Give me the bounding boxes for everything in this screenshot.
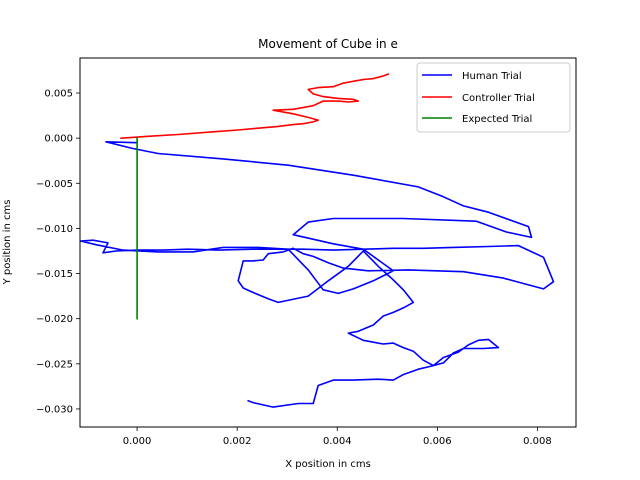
x-tick-label: 0.000: [123, 436, 152, 447]
plot-frame: [79, 57, 577, 428]
y-tick-label: −0.020: [36, 314, 73, 325]
series-layer: [80, 73, 555, 408]
series-line-controller-trial: [120, 73, 390, 140]
legend-box: [416, 62, 571, 133]
legend-label-controller: Controller Trial: [462, 93, 535, 104]
legend-label-expected: Expected Trial: [462, 114, 532, 125]
y-tick-label: 0.000: [44, 134, 73, 145]
y-tick-label: 0.005: [44, 89, 73, 100]
y-tick-label: −0.005: [36, 179, 73, 190]
x-axis: 0.000 0.002 0.004 0.006 0.008: [123, 427, 552, 447]
x-tick-label: 0.008: [523, 436, 552, 447]
x-tick-label: 0.002: [223, 436, 252, 447]
x-tick-label: 0.006: [423, 436, 452, 447]
y-axis-label: Y position in cms: [2, 200, 13, 286]
legend-label-human: Human Trial: [462, 71, 522, 82]
y-axis: 0.005 0.000 −0.005 −0.010 −0.015 −0.020 −0.025…: [36, 89, 80, 415]
series-line-human-trial: [80, 141, 555, 408]
y-tick-label: −0.015: [36, 269, 73, 280]
y-tick-label: −0.030: [36, 404, 73, 415]
x-axis-label: X position in cms: [285, 459, 371, 470]
y-tick-label: −0.010: [36, 224, 73, 235]
y-tick-label: −0.025: [36, 359, 73, 370]
legend: Human Trial Controller Trial Expected Tr…: [416, 62, 571, 133]
x-tick-label: 0.004: [323, 436, 352, 447]
chart-title: Movement of Cube in e: [258, 37, 398, 51]
